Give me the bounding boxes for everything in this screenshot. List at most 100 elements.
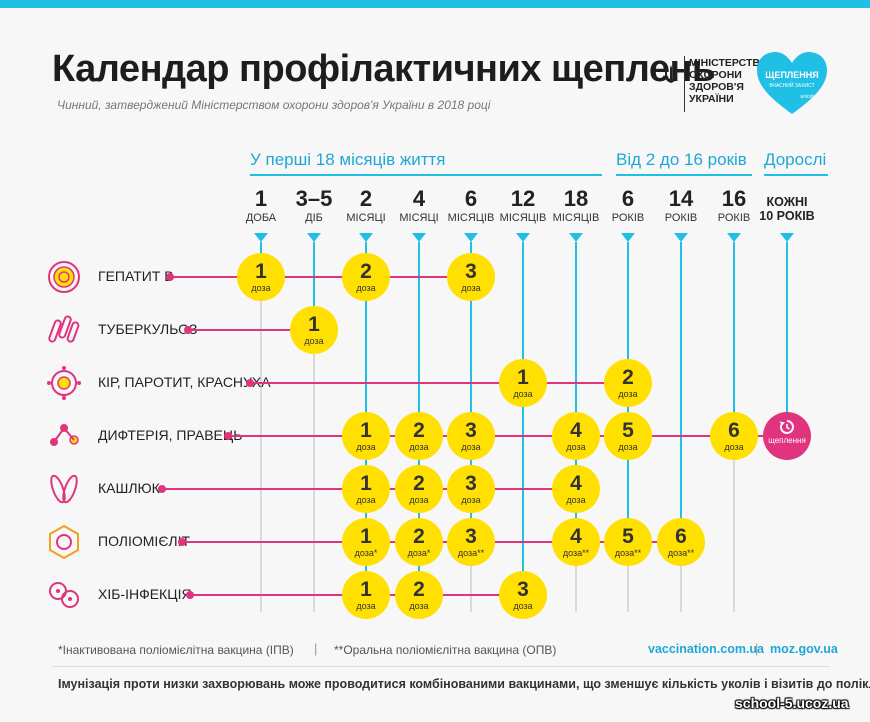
timeline-start-dot bbox=[186, 591, 194, 599]
section-adults-line bbox=[764, 174, 828, 176]
site-watermark: school-5.ucoz.ua bbox=[735, 695, 849, 711]
timeline-start-dot bbox=[224, 432, 232, 440]
adult-booster-circle: щеплення bbox=[763, 412, 811, 460]
dose-circle: 4 доза** bbox=[552, 518, 600, 566]
heart-icon: ЩЕПЛЕННЯ ВЧАСНИЙ ЗАХИСТ unicef bbox=[757, 52, 827, 114]
column-header-unit: РОКІВ bbox=[664, 212, 698, 224]
column-marker-icon bbox=[569, 233, 583, 242]
column-header-number: 6 bbox=[464, 186, 478, 211]
dose-circle: 1 доза bbox=[290, 306, 338, 354]
dose-circle: 4 доза bbox=[552, 465, 600, 513]
column-marker-icon bbox=[674, 233, 688, 242]
dose-caption: доза bbox=[618, 389, 638, 399]
disease-label: КІР, ПАРОТИТ, КРАСНУХА bbox=[98, 374, 271, 390]
disease-timeline bbox=[188, 329, 314, 331]
dose-caption: доза* bbox=[354, 548, 378, 558]
column-marker-icon bbox=[254, 233, 268, 242]
dose-caption: доза** bbox=[562, 548, 590, 558]
adult-header-line1: КОЖНІ bbox=[766, 195, 808, 209]
column-active-line bbox=[313, 242, 315, 330]
dose-circle: 2 доза bbox=[395, 465, 443, 513]
dose-number: 4 bbox=[570, 525, 582, 548]
link-vaccination[interactable]: vaccination.com.ua bbox=[648, 642, 765, 656]
link-moz[interactable]: moz.gov.ua bbox=[770, 642, 838, 656]
dose-number: 6 bbox=[675, 525, 687, 548]
section-years-2-16-line bbox=[616, 174, 752, 176]
dose-circle: 1 доза bbox=[342, 465, 390, 513]
dose-circle: 2 доза bbox=[342, 253, 390, 301]
dose-circle: 1 доза bbox=[237, 253, 285, 301]
column-gridline bbox=[313, 242, 315, 612]
adult-column-line bbox=[786, 242, 788, 436]
column-active-line bbox=[470, 242, 472, 542]
footnote-separator: | bbox=[314, 641, 318, 656]
heart-logo-brand: unicef bbox=[800, 94, 814, 100]
column-active-line bbox=[733, 242, 735, 436]
hepatitis-virus-icon bbox=[46, 259, 82, 295]
dose-number: 2 bbox=[413, 472, 425, 495]
dose-caption: доза bbox=[513, 389, 533, 399]
repeat-icon bbox=[779, 420, 794, 434]
disease-timeline bbox=[228, 435, 787, 437]
dose-caption: доза bbox=[356, 495, 376, 505]
disease-label: КАШЛЮК bbox=[98, 480, 160, 496]
dose-number: 1 bbox=[308, 313, 320, 336]
column-gridline bbox=[260, 242, 262, 612]
dose-caption: доза bbox=[304, 336, 324, 346]
dose-caption: доза bbox=[356, 601, 376, 611]
dose-caption: доза bbox=[513, 601, 533, 611]
dose-circle: 2 доза bbox=[395, 412, 443, 460]
dose-number: 3 bbox=[465, 260, 477, 283]
column-header-unit: МІСЯЦІ bbox=[399, 212, 439, 224]
column-marker-icon bbox=[727, 233, 741, 242]
footnote-opv: **Оральна поліомієлітна вакцина (ОПВ) bbox=[334, 643, 557, 657]
dose-caption: доза* bbox=[407, 548, 431, 558]
timeline-start-dot bbox=[178, 538, 186, 546]
column-marker-icon bbox=[359, 233, 373, 242]
disease-label: ХІБ-ІНФЕКЦІЯ bbox=[98, 586, 192, 602]
column-marker-icon bbox=[307, 233, 321, 242]
dose-circle: 1 доза bbox=[342, 412, 390, 460]
dose-circle: 5 доза bbox=[604, 412, 652, 460]
dose-circle: 1 доза* bbox=[342, 518, 390, 566]
measles-virus-icon bbox=[46, 365, 82, 401]
dose-number: 5 bbox=[622, 419, 634, 442]
top-accent-bar bbox=[0, 0, 870, 8]
column-header-unit: МІСЯЦІВ bbox=[447, 212, 495, 224]
polio-virus-icon bbox=[46, 524, 82, 560]
dose-circle: 6 доза** bbox=[657, 518, 705, 566]
disease-timeline bbox=[250, 382, 628, 384]
column-header-unit: МІСЯЦІВ bbox=[499, 212, 547, 224]
adult-booster-caption: щеплення bbox=[768, 436, 806, 445]
pertussis-bacteria-icon bbox=[46, 471, 82, 507]
dose-circle: 3 доза** bbox=[447, 518, 495, 566]
dose-caption: доза bbox=[566, 495, 586, 505]
dose-number: 4 bbox=[570, 419, 582, 442]
dose-caption: доза bbox=[618, 442, 638, 452]
footer-divider bbox=[52, 666, 830, 667]
section-adults: Дорослі bbox=[764, 150, 827, 169]
dose-number: 1 bbox=[360, 578, 372, 601]
hib-bacteria-icon bbox=[46, 577, 82, 613]
dose-number: 1 bbox=[255, 260, 267, 283]
column-marker-icon bbox=[621, 233, 635, 242]
dose-number: 2 bbox=[413, 419, 425, 442]
column-header-number: 14 bbox=[668, 186, 694, 211]
dose-number: 1 bbox=[517, 366, 529, 389]
column-header-number: 18 bbox=[563, 186, 589, 211]
disease-label: ТУБЕРКУЛЬОЗ bbox=[98, 321, 198, 337]
column-header-number: 16 bbox=[721, 186, 747, 211]
column-active-line bbox=[522, 242, 524, 595]
dose-circle: 6 доза bbox=[710, 412, 758, 460]
dose-number: 4 bbox=[570, 472, 582, 495]
section-years-2-16: Від 2 до 16 років bbox=[616, 150, 747, 169]
dose-number: 1 bbox=[360, 525, 372, 548]
dose-caption: доза bbox=[566, 442, 586, 452]
column-marker-icon bbox=[516, 233, 530, 242]
dose-number: 1 bbox=[360, 419, 372, 442]
dose-circle: 5 доза** bbox=[604, 518, 652, 566]
dose-number: 1 bbox=[360, 472, 372, 495]
column-marker-icon bbox=[412, 233, 426, 242]
column-header-unit: РОКІВ bbox=[611, 212, 645, 224]
heart-logo-subtitle: ВЧАСНИЙ ЗАХИСТ bbox=[769, 81, 814, 89]
